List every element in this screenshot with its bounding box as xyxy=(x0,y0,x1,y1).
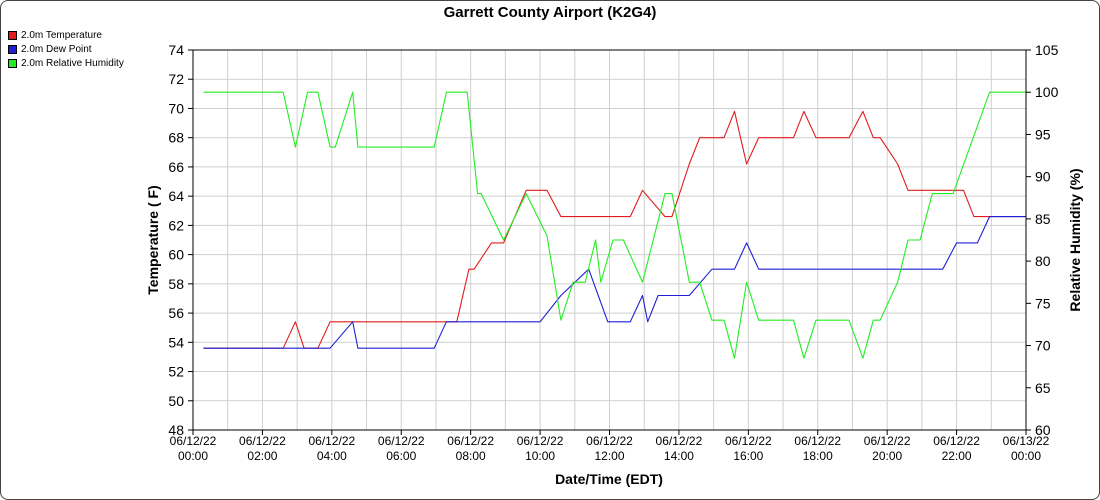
x-tick-label-date: 06/12/22 xyxy=(378,434,425,448)
x-tick-label-date: 06/12/22 xyxy=(656,434,703,448)
legend-item-temperature: 2.0m Temperature xyxy=(8,28,124,42)
y-left-tick-label: 68 xyxy=(168,130,184,146)
y-left-tick-label: 56 xyxy=(168,305,184,321)
y-axis-left-label: Temperature ( F) xyxy=(145,185,161,294)
legend-item-relative-humidity: 2.0m Relative Humidity xyxy=(8,56,124,70)
x-tick-label-date: 06/13/22 xyxy=(1003,434,1050,448)
x-tick-label-date: 06/12/22 xyxy=(447,434,494,448)
y-axis-right-label: Relative Humidity (%) xyxy=(1067,168,1083,311)
legend-item-dew-point: 2.0m Dew Point xyxy=(8,42,124,56)
x-tick-label-time: 18:00 xyxy=(803,449,833,463)
y-right-tick-label: 85 xyxy=(1035,211,1051,227)
x-tick-label-time: 08:00 xyxy=(456,449,486,463)
y-left-tick-label: 60 xyxy=(168,247,184,263)
y-left-tick-label: 52 xyxy=(168,364,184,380)
x-tick-label-time: 20:00 xyxy=(872,449,902,463)
x-tick-label-time: 04:00 xyxy=(317,449,347,463)
relative-humidity-line xyxy=(203,91,1026,359)
x-tick-label-time: 22:00 xyxy=(942,449,972,463)
y-right-tick-label: 60 xyxy=(1035,422,1051,438)
legend-swatch-temperature xyxy=(8,30,17,40)
x-tick-label-time: 14:00 xyxy=(664,449,694,463)
y-left-tick-label: 54 xyxy=(168,334,184,350)
series-lines xyxy=(203,91,1026,359)
x-tick-label-time: 10:00 xyxy=(525,449,555,463)
y-left-tick-label: 70 xyxy=(168,100,184,116)
axes: 48 50 52 54 56 58 60 62 64 66 68 70 72 74 60 65 70 75 80 85… xyxy=(168,42,1058,463)
legend-label-dew-point: 2.0m Dew Point xyxy=(21,43,92,55)
legend-label-relative-humidity: 2.0m Relative Humidity xyxy=(21,57,124,69)
x-tick-label-time: 00:00 xyxy=(1011,449,1041,463)
x-tick-label-date: 06/12/22 xyxy=(725,434,772,448)
y-left-tick-label: 64 xyxy=(168,188,184,204)
y-right-tick-label: 65 xyxy=(1035,380,1051,396)
x-tick-label-time: 12:00 xyxy=(594,449,624,463)
x-tick-label-date: 06/12/22 xyxy=(864,434,911,448)
dew-point-line xyxy=(203,216,1026,349)
grid-lines xyxy=(193,50,1026,430)
chart-legend: 2.0m Temperature 2.0m Dew Point 2.0m Rel… xyxy=(8,28,124,70)
x-tick-label-date: 06/12/22 xyxy=(239,434,286,448)
y-left-tick-label: 72 xyxy=(168,71,184,87)
x-tick-label-date: 06/12/22 xyxy=(586,434,633,448)
x-axis-label: Date/Time (EDT) xyxy=(555,471,663,487)
x-tick-label-time: 06:00 xyxy=(386,449,416,463)
x-tick-label-date: 06/12/22 xyxy=(794,434,841,448)
y-left-tick-label: 58 xyxy=(168,276,184,292)
y-right-tick-label: 70 xyxy=(1035,338,1051,354)
x-tick-label-time: 02:00 xyxy=(247,449,277,463)
y-right-tick-label: 75 xyxy=(1035,295,1051,311)
y-left-tick-label: 62 xyxy=(168,217,184,233)
y-left-tick-label: 48 xyxy=(168,422,184,438)
chart-title: Garrett County Airport (K2G4) xyxy=(443,4,657,21)
x-tick-label-time: 16:00 xyxy=(733,449,763,463)
y-right-tick-label: 95 xyxy=(1035,126,1051,142)
legend-swatch-relative-humidity xyxy=(8,58,17,68)
x-tick-label-date: 06/12/22 xyxy=(308,434,355,448)
x-tick-label-date: 06/12/22 xyxy=(933,434,980,448)
legend-label-temperature: 2.0m Temperature xyxy=(21,29,102,41)
x-tick-label-date: 06/12/22 xyxy=(170,434,217,448)
y-left-tick-label: 74 xyxy=(168,42,184,58)
y-right-tick-label: 80 xyxy=(1035,253,1051,269)
x-tick-label-time: 00:00 xyxy=(178,449,208,463)
y-right-tick-label: 100 xyxy=(1035,84,1059,100)
y-left-tick-label: 50 xyxy=(168,393,184,409)
y-right-tick-label: 105 xyxy=(1035,42,1059,58)
y-left-tick-label: 66 xyxy=(168,159,184,175)
x-tick-label-date: 06/12/22 xyxy=(517,434,564,448)
temperature-line xyxy=(203,110,1026,349)
legend-swatch-dew-point xyxy=(8,44,17,54)
y-right-tick-label: 90 xyxy=(1035,169,1051,185)
